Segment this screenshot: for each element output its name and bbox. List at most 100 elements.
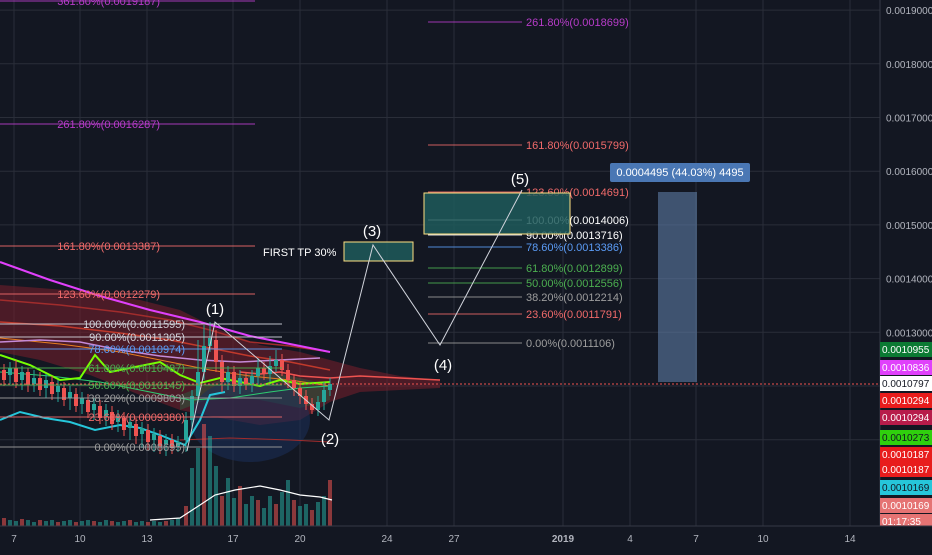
volume-bar bbox=[322, 496, 326, 526]
volume-bar bbox=[134, 522, 138, 526]
wave-label-3: (3) bbox=[363, 223, 381, 240]
volume-bar bbox=[74, 522, 78, 526]
fib-level-label: 0.00%(0.0008695) bbox=[94, 442, 185, 454]
candle-body bbox=[98, 406, 102, 418]
candle-body bbox=[238, 378, 242, 386]
candle-body bbox=[62, 388, 66, 400]
volume-bar bbox=[8, 520, 12, 526]
volume-bar bbox=[184, 506, 188, 526]
volume-bar bbox=[214, 466, 218, 526]
volume-bar bbox=[152, 521, 156, 526]
final-target-zone[interactable] bbox=[423, 192, 571, 235]
candle-body bbox=[196, 372, 200, 396]
time-axis-tick: 7 bbox=[693, 534, 699, 545]
wave-label-1: (1) bbox=[206, 301, 224, 318]
fib-level-label: 23.60%(0.0009380) bbox=[88, 412, 185, 424]
volume-bar bbox=[140, 521, 144, 526]
volume-bar bbox=[256, 500, 260, 526]
first-tp-zone[interactable] bbox=[343, 241, 414, 262]
ma-orange bbox=[0, 337, 331, 387]
time-axis-background bbox=[0, 526, 932, 550]
candle-body bbox=[110, 412, 114, 424]
price-tag-background bbox=[880, 360, 932, 375]
candle-body bbox=[208, 338, 212, 346]
candle-body bbox=[202, 346, 206, 372]
candle-body bbox=[80, 398, 84, 404]
candle-body bbox=[56, 386, 60, 392]
volume-bar bbox=[62, 521, 66, 526]
fib-level-label: 361.80%(0.0019187) bbox=[57, 0, 160, 8]
time-axis-tick: 4 bbox=[627, 534, 633, 545]
candle-body bbox=[268, 366, 272, 374]
volume-bar bbox=[274, 504, 278, 526]
volume-bar bbox=[244, 504, 248, 526]
candle-body bbox=[250, 376, 254, 384]
time-axis-tick: 2019 bbox=[552, 534, 575, 545]
candle-body bbox=[20, 372, 24, 380]
price-axis-tick: 0.0014000 bbox=[886, 275, 932, 286]
candle-body bbox=[86, 400, 90, 412]
fib-level-label: 123.60%(0.0012279) bbox=[57, 289, 160, 301]
time-axis-tick: 14 bbox=[844, 534, 856, 545]
volume-bar bbox=[196, 448, 200, 526]
candle-body bbox=[128, 422, 132, 428]
volume-bar bbox=[190, 468, 194, 526]
volume-bar bbox=[128, 520, 132, 526]
volume-bar bbox=[116, 522, 120, 526]
fib-level-label: 78.60%(0.0013386) bbox=[526, 242, 623, 254]
volume-bar bbox=[38, 520, 42, 526]
fib-level-label: 78.60%(0.0010974) bbox=[88, 344, 185, 356]
fib-level-label: 90.00%(0.0011305) bbox=[89, 332, 185, 344]
price-tag-background bbox=[880, 514, 932, 529]
wave-label-2: (2) bbox=[321, 431, 339, 448]
volume-bar bbox=[44, 521, 48, 526]
time-axis[interactable]: 7 10 13 17 20 24 27 2019 4 7 10 14 bbox=[0, 525, 932, 550]
violet-moving-average bbox=[0, 339, 321, 363]
magenta-moving-average bbox=[0, 261, 331, 353]
volume-bar bbox=[92, 521, 96, 526]
volume-bar bbox=[146, 522, 150, 526]
volume-bar bbox=[280, 492, 284, 526]
volume-bar bbox=[298, 506, 302, 526]
price-tag: 0.0010294 bbox=[882, 413, 930, 424]
price-tag-background bbox=[880, 447, 932, 462]
fib-level-label: 50.00%(0.0010145) bbox=[88, 380, 185, 392]
candle-body bbox=[298, 388, 302, 396]
price-axis-tick: 0.0016000 bbox=[886, 167, 932, 178]
candle-body bbox=[316, 402, 320, 410]
volume-bar bbox=[122, 521, 126, 526]
price-axis-tick: 0.0013000 bbox=[886, 328, 932, 339]
candle-body bbox=[226, 372, 230, 382]
candle-body bbox=[152, 434, 156, 440]
fib-level-label: 23.60%(0.0011791) bbox=[526, 309, 622, 321]
price-range-measure[interactable] bbox=[658, 192, 697, 382]
price-tag: 01:17:35 bbox=[882, 517, 921, 528]
candle-body bbox=[116, 416, 120, 422]
volume-bars bbox=[2, 424, 333, 526]
left-fib-extension: 361.80%(0.0019187) 261.80%(0.0016287) 161.… bbox=[0, 0, 282, 454]
price-tag-background bbox=[880, 430, 932, 445]
price-axis[interactable]: 0.0019000 0.0018000 0.0017000 0.0016000 0.00… bbox=[879, 0, 932, 529]
elliott-wave-path[interactable] bbox=[186, 189, 523, 452]
price-axis-tick: 0.0015000 bbox=[886, 221, 932, 232]
fib-level-label: 0.00%(0.0011106) bbox=[526, 338, 615, 350]
volume-bar bbox=[68, 520, 72, 526]
candle-body bbox=[310, 404, 314, 410]
price-tag-background bbox=[880, 410, 932, 425]
price-tag-background bbox=[880, 480, 932, 495]
volume-bar bbox=[104, 520, 108, 526]
volume-bar bbox=[20, 519, 24, 526]
candle-body bbox=[190, 396, 194, 420]
volume-bar bbox=[110, 521, 114, 526]
candle-body bbox=[140, 428, 144, 434]
volume-bar bbox=[316, 502, 320, 526]
candle-body bbox=[232, 372, 236, 386]
volume-bar bbox=[292, 500, 296, 526]
candle-body bbox=[122, 418, 126, 430]
volume-bar bbox=[250, 496, 254, 526]
volume-bar bbox=[170, 520, 174, 526]
price-tag-background bbox=[880, 342, 932, 357]
fib-level-label: 261.80%(0.0016287) bbox=[57, 119, 160, 131]
